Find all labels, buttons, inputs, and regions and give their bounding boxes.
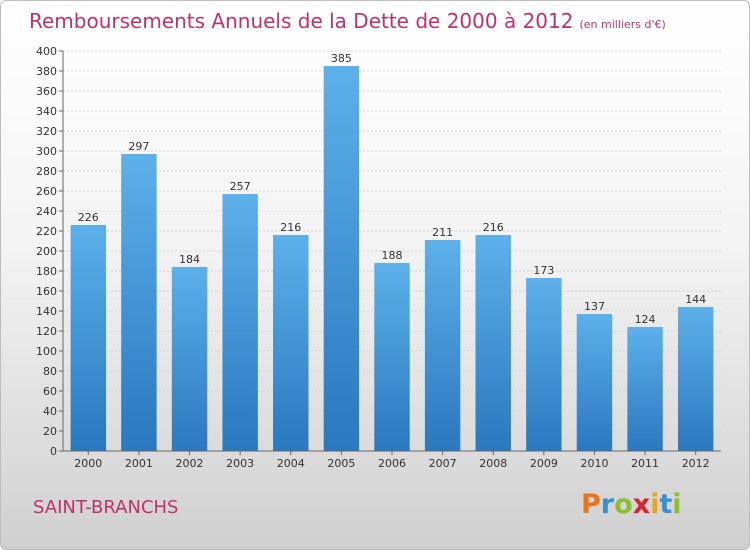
y-tick-label: 320: [36, 125, 57, 138]
logo-letter: x: [632, 489, 651, 520]
logo-letter: r: [600, 489, 615, 520]
y-tick-label: 0: [50, 445, 57, 458]
y-tick-label: 180: [36, 265, 57, 278]
axes: 0 20 40 60 80 100 120 140 160 180 200 220 240 260 280 3…: [36, 45, 721, 470]
y-tick-label: 280: [36, 165, 57, 178]
bar-value-label: 184: [179, 253, 200, 266]
y-tick-label: 140: [36, 305, 57, 318]
logo-letter: t: [659, 489, 673, 520]
x-tick-label: 2010: [580, 457, 608, 470]
x-tick-label: 2009: [530, 457, 558, 470]
bar: [627, 327, 663, 451]
x-tick-label: 2004: [277, 457, 305, 470]
y-tick-label: 400: [36, 45, 57, 58]
y-tick-label: 60: [43, 385, 57, 398]
city-name: SAINT-BRANCHS: [33, 497, 179, 518]
logo-letter: P: [581, 489, 601, 520]
x-tick-label: 2005: [327, 457, 355, 470]
y-tick-label: 200: [36, 245, 57, 258]
bar: [121, 154, 157, 451]
y-tick-label: 160: [36, 285, 57, 298]
bar-value-label: 188: [382, 249, 403, 262]
y-tick-label: 260: [36, 185, 57, 198]
x-tick-label: 2001: [125, 457, 153, 470]
bar-value-label: 124: [635, 313, 656, 326]
bar-value-label: 257: [230, 180, 251, 193]
y-tick-label: 360: [36, 85, 57, 98]
bar-value-label: 226: [78, 211, 99, 224]
bar-value-label: 216: [280, 221, 301, 234]
chart-title: Remboursements Annuels de la Dette de 20…: [29, 9, 666, 33]
y-tick-label: 80: [43, 365, 57, 378]
y-tick-label: 20: [43, 425, 57, 438]
x-tick-label: 2002: [176, 457, 204, 470]
bar: [526, 278, 562, 451]
bar-value-label: 173: [533, 264, 554, 277]
bar-value-label: 137: [584, 300, 605, 313]
bar-value-label: 211: [432, 226, 453, 239]
bar: [424, 240, 461, 451]
logo-letter: o: [614, 489, 633, 520]
proxiti-logo: Proxiti: [581, 489, 682, 520]
x-tick-label: 2012: [682, 457, 710, 470]
x-tick-label: 2008: [479, 457, 507, 470]
y-tick-label: 300: [36, 145, 57, 158]
x-tick-label: 2003: [226, 457, 254, 470]
bar: [70, 225, 107, 451]
x-tick-label: 2011: [631, 457, 659, 470]
x-tick-label: 2000: [74, 457, 102, 470]
bar-value-label: 144: [685, 293, 706, 306]
logo-letter: i: [650, 489, 660, 520]
bar: [576, 314, 613, 451]
y-tick-label: 380: [36, 65, 57, 78]
bar: [475, 235, 511, 451]
bar: [171, 267, 208, 451]
bar: [273, 235, 309, 451]
y-tick-label: 240: [36, 205, 57, 218]
bars: 226 297 184 257 216 385 188 211 216 173 137 124 144: [70, 52, 714, 451]
x-tick-label: 2006: [378, 457, 406, 470]
title-text: Remboursements Annuels de la Dette de 20…: [29, 9, 574, 33]
chart-subtitle: (en milliers d'€): [579, 18, 666, 31]
logo-letter: i: [672, 489, 682, 520]
x-tick-label: 2007: [429, 457, 457, 470]
y-tick-label: 40: [43, 405, 57, 418]
bar: [374, 263, 410, 451]
y-tick-label: 220: [36, 225, 57, 238]
bar: [323, 66, 360, 451]
bar-value-label: 297: [128, 140, 149, 153]
bar-value-label: 385: [331, 52, 352, 65]
bar: [222, 194, 258, 451]
bar: [677, 307, 714, 451]
y-tick-label: 120: [36, 325, 57, 338]
y-tick-label: 340: [36, 105, 57, 118]
y-tick-label: 100: [36, 345, 57, 358]
bar-value-label: 216: [483, 221, 504, 234]
